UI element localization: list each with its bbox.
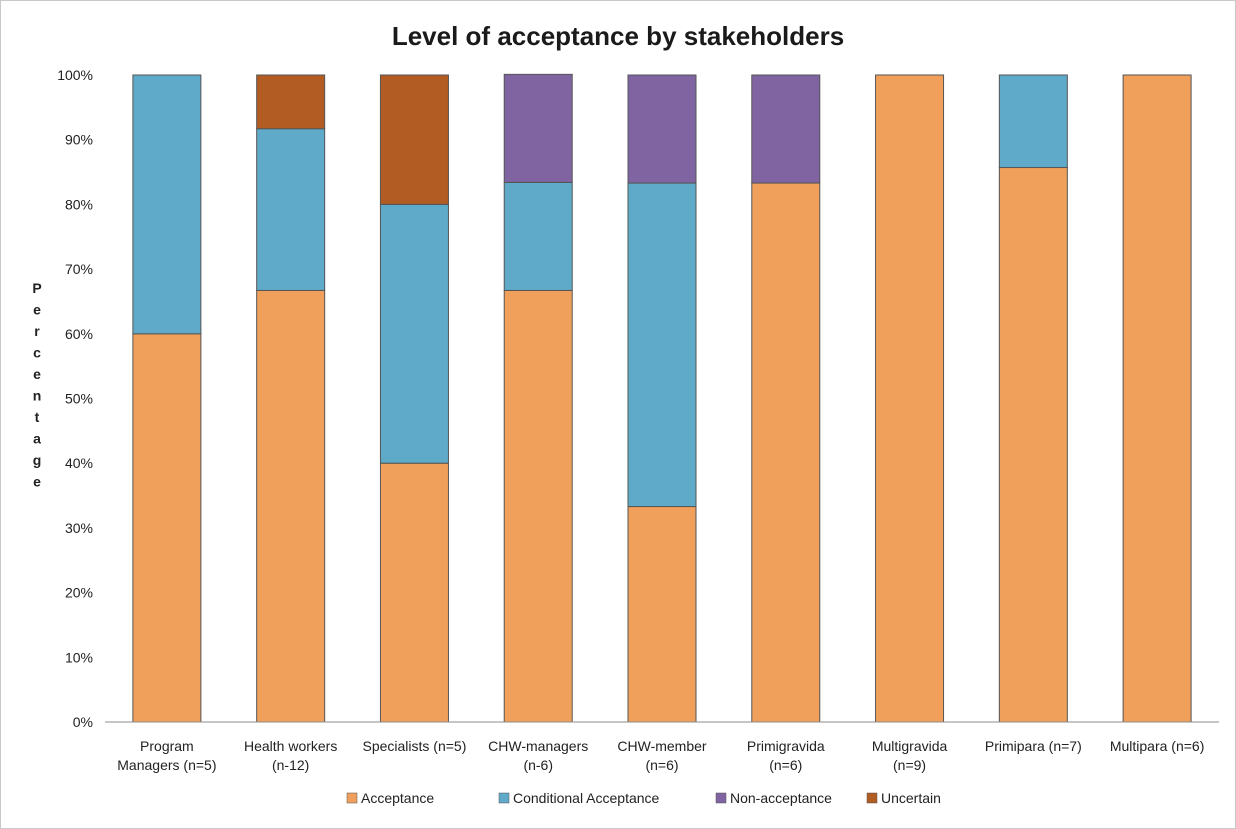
bar-segment-acceptance: [627, 506, 697, 723]
y-tick-label: 10%: [65, 649, 93, 665]
bar-segment-conditional-acceptance: [503, 181, 573, 291]
y-tick-label: 50%: [65, 391, 93, 407]
y-tick-label: 0%: [73, 714, 93, 730]
bar-segment-conditional-acceptance: [256, 128, 326, 291]
x-category-label: Multipara (n=6): [1110, 738, 1205, 754]
bar-segment-acceptance: [132, 333, 202, 723]
y-tick-label: 80%: [65, 196, 93, 212]
y-tick-label: 40%: [65, 455, 93, 471]
legend-label: Acceptance: [361, 790, 434, 806]
y-tick-label: 60%: [65, 326, 93, 342]
x-category-label: Program Managers (n=5): [117, 738, 216, 773]
bar-segment-acceptance: [998, 167, 1068, 723]
bar-segment-non-acceptance: [503, 73, 573, 183]
y-axis-label-letter: t: [35, 409, 40, 425]
legend-swatch: [866, 792, 878, 804]
bar-segment-acceptance: [256, 289, 326, 723]
bar-segment-acceptance: [751, 182, 821, 723]
y-tick-label: 30%: [65, 520, 93, 536]
y-axis-label-letter: a: [33, 431, 41, 447]
y-axis-label-letter: n: [33, 388, 42, 404]
legend-swatch: [715, 792, 727, 804]
legend-label: Conditional Acceptance: [513, 790, 660, 806]
x-category-label: CHW-member (n=6): [617, 738, 707, 773]
x-category-label: Primigravida (n=6): [747, 738, 825, 773]
y-axis-label-letter: e: [33, 366, 41, 382]
y-tick-label: 70%: [65, 261, 93, 277]
x-axis-category-labels: Program Managers (n=5) Health workers (n-12…: [117, 738, 1204, 773]
bar-segment-conditional-acceptance: [132, 74, 202, 335]
x-category-label: Specialists (n=5): [362, 738, 466, 754]
legend-swatch: [498, 792, 510, 804]
y-axis-label-letter: P: [32, 280, 41, 296]
bar-segment-conditional-acceptance: [627, 182, 697, 508]
x-category-label: Multigravida (n=9): [872, 738, 948, 773]
bar-segment-conditional-acceptance: [998, 74, 1068, 169]
bar-segment-uncertain: [256, 74, 326, 130]
chart-title: Level of acceptance by stakeholders: [392, 21, 844, 51]
x-category-label: CHW-managers (n-6): [488, 738, 588, 773]
bar-segment-acceptance: [875, 74, 945, 723]
y-axis-label-letter: r: [34, 323, 40, 339]
y-tick-label: 90%: [65, 132, 93, 148]
y-axis-label-letter: c: [33, 345, 41, 361]
bar-segment-non-acceptance: [751, 74, 821, 184]
legend-swatch: [346, 792, 358, 804]
y-axis-label-letter: g: [33, 452, 42, 468]
y-tick-label: 100%: [57, 67, 93, 83]
bar-segment-acceptance: [1122, 74, 1192, 723]
y-tick-label: 20%: [65, 585, 93, 601]
x-category-label: Health workers (n-12): [244, 738, 337, 773]
bar-segment-acceptance: [503, 289, 573, 723]
x-category-label: Primipara (n=7): [985, 738, 1082, 754]
bar-segment-non-acceptance: [627, 74, 697, 184]
legend: Acceptance Conditional Acceptance Non-acce…: [346, 790, 941, 806]
bars: [132, 73, 1192, 723]
y-axis-label-letter: e: [33, 302, 41, 318]
bar-segment-conditional-acceptance: [379, 203, 449, 464]
y-axis-ticks: 0% 10% 20% 30% 40% 50% 60% 70% 80% 90% 100%: [57, 67, 93, 730]
y-axis-label-letter: e: [33, 474, 41, 490]
legend-label: Non-acceptance: [730, 790, 832, 806]
legend-label: Uncertain: [881, 790, 941, 806]
bar-segment-acceptance: [379, 462, 449, 723]
bar-segment-uncertain: [379, 74, 449, 205]
